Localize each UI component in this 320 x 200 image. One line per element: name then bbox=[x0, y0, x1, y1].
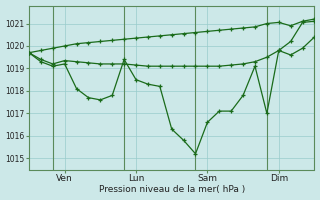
X-axis label: Pression niveau de la mer( hPa ): Pression niveau de la mer( hPa ) bbox=[99, 185, 245, 194]
